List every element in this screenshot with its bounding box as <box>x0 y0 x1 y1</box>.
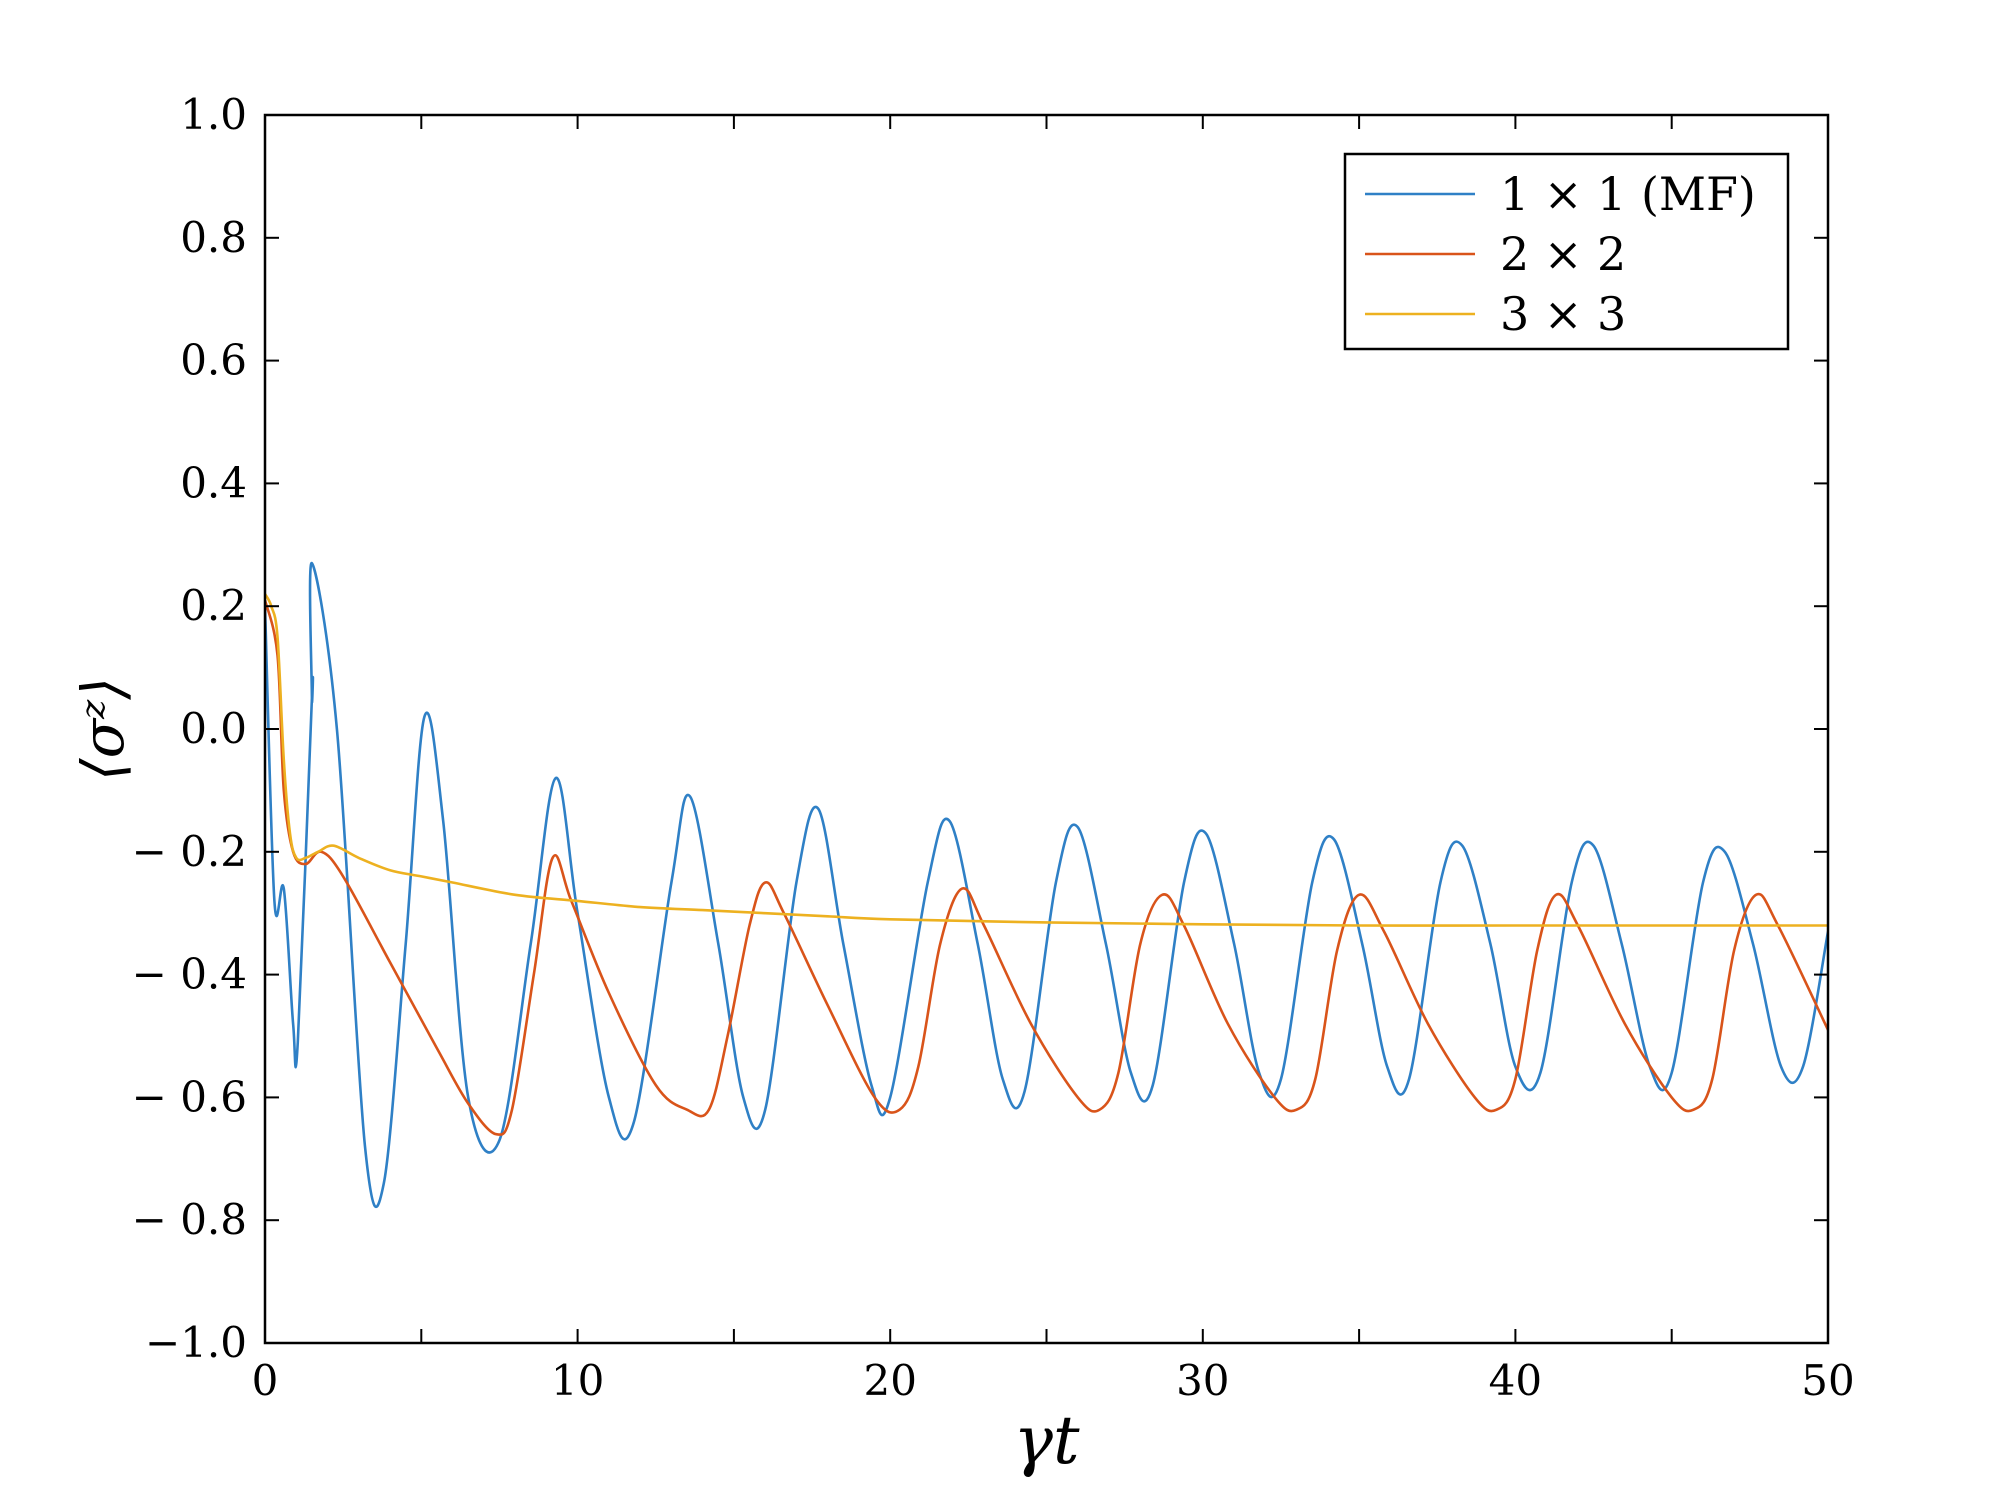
y-tick-label: − 0.4 <box>132 950 247 999</box>
x-tick-label: 10 <box>551 1356 604 1405</box>
y-axis-label: ⟨σᶻ⟩ <box>69 677 137 781</box>
x-tick-label: 0 <box>252 1356 279 1405</box>
y-tick-label: 1.0 <box>180 90 247 139</box>
x-tick-label: 40 <box>1489 1356 1542 1405</box>
y-tick-label: 0.8 <box>180 213 247 262</box>
legend-box <box>1343 152 1790 351</box>
series-layer <box>265 561 1828 1209</box>
legend-label-2: 2 × 2 <box>1500 227 1626 281</box>
y-tick-label: 0.2 <box>180 581 247 630</box>
y-tick-label: 0.4 <box>180 458 247 507</box>
series-line-1 <box>265 561 1828 1209</box>
legend-label-1: 1 × 1 (MF) <box>1500 167 1756 221</box>
x-tick-label: 20 <box>863 1356 916 1405</box>
legend: 1 × 1 (MF) 2 × 2 3 × 3 <box>1343 152 1790 351</box>
y-tick-label: 0.6 <box>180 336 247 385</box>
series-line-3 <box>265 593 1828 927</box>
y-tick-label: −1.0 <box>145 1318 247 1367</box>
x-tick-label: 30 <box>1176 1356 1229 1405</box>
y-tick-label: − 0.8 <box>132 1195 247 1244</box>
ticks-layer: 0 10 20 30 40 50 1.0 0.8 0.6 0.4 0.2 0.0 − 0.2 − 0.4 −… <box>132 90 1855 1405</box>
x-axis-label: γt <box>1014 1402 1080 1479</box>
y-tick-label: 0.0 <box>180 704 247 753</box>
y-tick-label: − 0.6 <box>132 1072 247 1121</box>
y-tick-label: − 0.2 <box>132 827 247 876</box>
x-tick-label: 50 <box>1801 1356 1854 1405</box>
legend-label-3: 3 × 3 <box>1500 287 1626 341</box>
series-line-2 <box>265 599 1828 1136</box>
